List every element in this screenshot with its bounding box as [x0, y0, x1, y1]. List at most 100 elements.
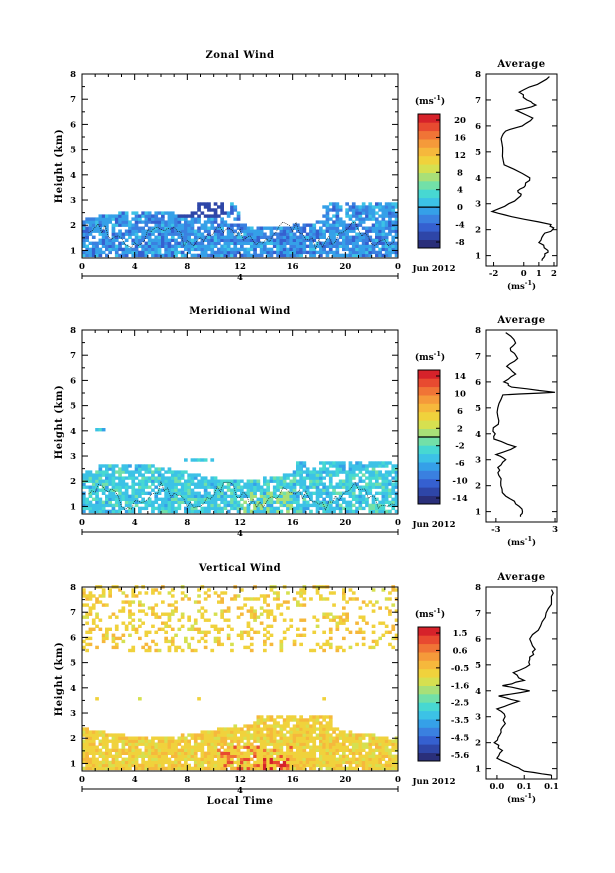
heatmap-cell [88, 630, 93, 634]
heatmap-cell [249, 733, 254, 737]
heatmap-cell [256, 721, 261, 725]
heatmap-cell [342, 253, 346, 258]
heatmap-cell [98, 730, 103, 734]
heatmap-cell [88, 226, 93, 230]
heatmap-cell [259, 497, 264, 501]
heatmap-cell [279, 479, 284, 483]
heatmap-cell [174, 473, 178, 477]
heatmap-cell [375, 491, 379, 495]
heatmap-cell [358, 757, 363, 761]
heatmap-cell [207, 630, 211, 634]
heatmap-cell [256, 482, 261, 486]
heatmap-cell [384, 244, 389, 248]
heatmap-cell [164, 485, 168, 489]
heatmap-cell [138, 479, 142, 483]
heatmap-cell [240, 733, 244, 737]
heatmap-cell [328, 229, 333, 233]
heatmap-cell [154, 247, 159, 252]
heatmap-cell [226, 235, 231, 239]
heatmap-cell [180, 253, 185, 258]
x-tick-label: 16 [287, 518, 299, 528]
heatmap-cell [309, 479, 313, 483]
heatmap-cell [85, 476, 89, 480]
heatmap-cell [220, 497, 224, 501]
heatmap-cell [151, 639, 155, 644]
heatmap-cell [371, 751, 376, 755]
heatmap-cell [272, 509, 277, 514]
heatmap-cell [365, 217, 369, 221]
heatmap-cell [358, 208, 363, 212]
colorbar-band [418, 239, 440, 249]
heatmap-cell [105, 603, 109, 607]
heatmap-cell [345, 491, 349, 495]
colorbar-band [418, 627, 440, 636]
heatmap-cell [292, 736, 297, 740]
heatmap-cell [272, 757, 277, 761]
heatmap-cell [253, 739, 257, 743]
heatmap-cell [355, 757, 359, 761]
heatmap-cell [91, 748, 96, 752]
heatmap-cell [384, 630, 389, 634]
heatmap-cell [272, 760, 277, 765]
avg-y-tick-label: 4 [475, 430, 481, 440]
heatmap-cell [305, 244, 310, 248]
heatmap-cell [223, 241, 228, 245]
heatmap-cell [289, 624, 294, 628]
heatmap-cell [134, 745, 139, 749]
heatmap-cell [240, 730, 244, 734]
heatmap-cell [210, 739, 215, 743]
heatmap-cell [269, 247, 274, 252]
heatmap-cell [121, 621, 126, 625]
heatmap-cell [365, 205, 369, 209]
heatmap-cell [170, 470, 175, 474]
heatmap-cell [315, 232, 320, 236]
heatmap-cell [230, 766, 234, 771]
heatmap-cell [131, 645, 136, 650]
heatmap-cell [381, 588, 386, 592]
heatmap-cell [240, 494, 244, 498]
heatmap-cell [292, 491, 297, 495]
heatmap-cell [256, 238, 261, 242]
heatmap-cell [299, 470, 303, 474]
heatmap-cell [282, 751, 287, 755]
heatmap-cell [384, 500, 389, 504]
heatmap-cell [88, 745, 93, 749]
heatmap-cell [391, 748, 396, 752]
heatmap-cell [315, 591, 320, 595]
heatmap-cell [187, 244, 191, 248]
heatmap-cell [118, 497, 122, 501]
x-tick-label: 8 [184, 518, 190, 528]
heatmap-cell [141, 226, 145, 230]
heatmap-cell [279, 724, 284, 728]
heatmap-cell [269, 479, 274, 483]
heatmap-cell [338, 645, 343, 650]
heatmap-cell [233, 736, 238, 740]
heatmap-cell [345, 226, 349, 230]
heatmap-cell [332, 491, 336, 495]
heatmap-cell [335, 491, 340, 495]
heatmap-cell [121, 763, 126, 768]
heatmap-cell [128, 464, 132, 468]
heatmap-cell [144, 244, 149, 248]
heatmap-cell [174, 745, 178, 749]
heatmap-cell [230, 763, 234, 768]
heatmap-cell [299, 467, 303, 471]
heatmap-cell [391, 757, 396, 761]
heatmap-cell [289, 226, 294, 230]
heatmap-cell [131, 238, 136, 242]
heatmap-cell [302, 721, 307, 725]
heatmap-cell [378, 232, 382, 236]
heatmap-cell [256, 757, 261, 761]
heatmap-cell [138, 748, 142, 752]
heatmap-cell [302, 485, 307, 489]
colorbar-band [418, 403, 440, 413]
heatmap-cell [144, 633, 149, 637]
heatmap-cell [315, 235, 320, 239]
heatmap-cell [177, 766, 182, 771]
heatmap-cell [378, 745, 382, 749]
heatmap-cell [91, 247, 96, 252]
heatmap-cell [207, 760, 211, 765]
heatmap-cell [282, 238, 287, 242]
heatmap-cell [259, 745, 264, 749]
heatmap-cell [220, 232, 224, 236]
